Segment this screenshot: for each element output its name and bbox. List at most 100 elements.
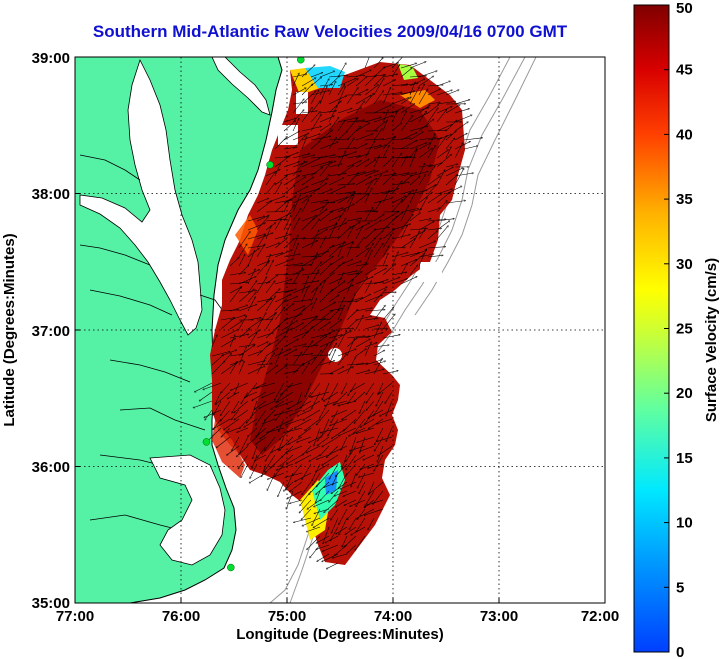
- velocity-vector: [292, 99, 304, 114]
- velocity-vector: [319, 161, 332, 177]
- velocity-vector: [207, 427, 222, 442]
- velocity-vector: [292, 306, 305, 312]
- velocity-vector: [364, 268, 376, 276]
- velocity-vector: [256, 313, 266, 330]
- velocity-vector: [319, 142, 338, 150]
- velocity-vector: [427, 231, 437, 240]
- velocity-vector: [359, 472, 375, 477]
- velocity-vector: [373, 268, 386, 276]
- velocity-vector: [353, 418, 366, 434]
- velocity-vector: [382, 277, 400, 285]
- velocity-vector: [319, 273, 334, 285]
- velocity-vector: [246, 382, 258, 397]
- velocity-vector: [310, 219, 320, 231]
- velocity-vector: [247, 319, 263, 330]
- velocity-field-medium-zone: [400, 90, 435, 108]
- velocity-vector: [238, 244, 247, 258]
- velocity-vector: [409, 113, 427, 123]
- velocity-vector: [302, 517, 321, 526]
- velocity-vector: [292, 88, 306, 96]
- velocity-vector: [295, 472, 312, 482]
- velocity-vector: [314, 427, 321, 446]
- velocity-vector: [364, 57, 370, 69]
- velocity-vector: [279, 436, 294, 451]
- velocity-vector: [382, 145, 389, 159]
- velocity-vector: [237, 427, 249, 432]
- velocity-vector: [283, 186, 295, 195]
- velocity-vector: [301, 508, 312, 520]
- velocity-vector: [409, 190, 417, 204]
- velocity-vector: [400, 91, 415, 96]
- velocity-vector: [309, 481, 321, 495]
- velocity-vector: [301, 256, 319, 257]
- velocity-vector: [310, 270, 319, 285]
- velocity-vector: [364, 325, 379, 330]
- velocity-vector: [369, 481, 375, 494]
- velocity-vector: [247, 333, 257, 348]
- velocity-vector: [364, 229, 376, 240]
- velocity-vector: [373, 305, 385, 321]
- velocity-vector: [211, 355, 224, 366]
- velocity-vector: [257, 445, 267, 458]
- velocity-vector: [337, 367, 353, 375]
- velocity-vector: [337, 331, 347, 348]
- velocity-vector: [238, 454, 249, 469]
- velocity-vector: [418, 163, 425, 177]
- velocity-vector: [247, 366, 265, 375]
- velocity-vector: [307, 526, 321, 532]
- velocity-vector: [319, 237, 326, 249]
- velocity-vector: [292, 238, 305, 240]
- colorbar-tick-label: 25: [676, 321, 693, 338]
- velocity-vector: [445, 120, 457, 132]
- velocity-vector: [328, 278, 342, 285]
- velocity-vector: [373, 358, 382, 375]
- velocity-vector: [245, 391, 258, 397]
- velocity-vector: [400, 263, 408, 276]
- velocity-vector: [319, 290, 333, 303]
- velocity-vector: [382, 120, 387, 132]
- velocity-vector: [319, 189, 332, 195]
- velocity-vector: [445, 168, 463, 177]
- velocity-vector: [319, 79, 329, 96]
- velocity-vector: [229, 258, 239, 267]
- velocity-vector: [348, 391, 357, 404]
- velocity-vector: [337, 285, 353, 294]
- velocity-vector: [338, 400, 357, 406]
- velocity-vector: [445, 105, 460, 114]
- colorbar-tick-label: 45: [676, 62, 693, 79]
- velocity-vector: [328, 223, 337, 240]
- velocity-vector: [355, 277, 373, 285]
- velocity-vector: [274, 382, 285, 400]
- velocity-vector: [418, 222, 434, 231]
- velocity-vector: [337, 273, 344, 285]
- colorbar-tick-label: 15: [676, 450, 693, 467]
- velocity-vector: [256, 382, 276, 388]
- velocity-vector: [328, 173, 346, 177]
- velocity-vector: [259, 400, 276, 408]
- velocity-vector: [400, 133, 417, 141]
- velocity-vector: [357, 508, 375, 518]
- velocity-vector: [354, 409, 366, 423]
- velocity-vector: [347, 544, 357, 553]
- velocity-vector: [301, 363, 309, 375]
- velocity-vector: [368, 463, 384, 468]
- velocity-vector: [346, 242, 353, 258]
- velocity-vector: [391, 200, 403, 213]
- velocity-vector: [211, 335, 217, 348]
- velocity-vector: [283, 224, 291, 240]
- velocity-vector: [391, 248, 405, 249]
- velocity-vector: [355, 336, 370, 339]
- velocity-vector: [382, 335, 400, 339]
- velocity-vector: [355, 95, 371, 105]
- velocity-vector: [373, 345, 389, 348]
- velocity-field-slow-zone: [325, 470, 338, 495]
- velocity-vector: [332, 472, 339, 485]
- velocity-vector: [265, 196, 285, 204]
- velocity-vector: [355, 238, 364, 249]
- velocity-vector: [256, 198, 269, 204]
- velocity-vector: [418, 185, 436, 195]
- velocity-field-medium-zone: [212, 420, 245, 478]
- velocity-vector: [337, 120, 345, 132]
- velocity-vector: [342, 454, 348, 469]
- velocity-vector: [347, 508, 357, 520]
